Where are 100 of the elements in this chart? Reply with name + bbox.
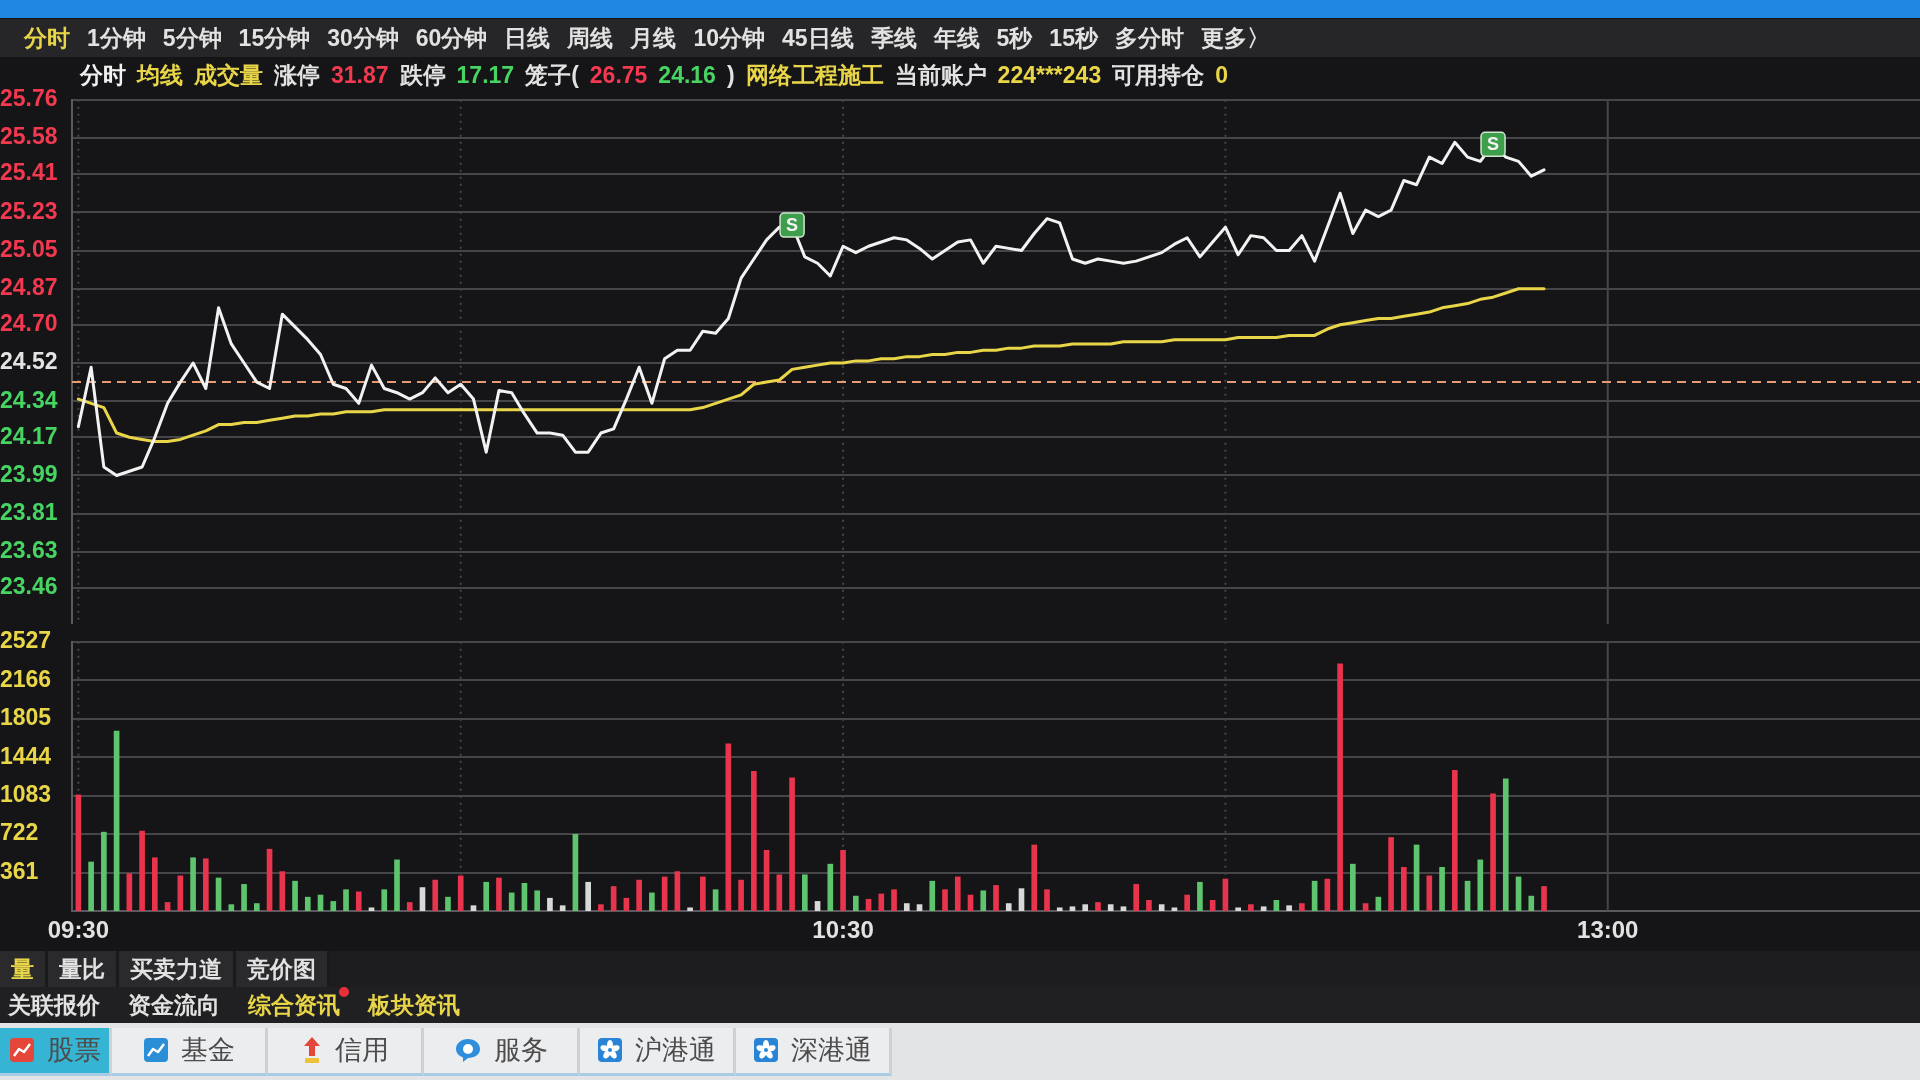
y-tick-label: 25.76 bbox=[0, 85, 58, 112]
text: 5秒 bbox=[996, 23, 1033, 53]
bar bbox=[394, 859, 400, 911]
text: 10分钟 bbox=[693, 23, 765, 53]
bar bbox=[929, 880, 936, 911]
bar bbox=[381, 889, 388, 911]
bar bbox=[993, 885, 999, 911]
text: 30分钟 bbox=[327, 23, 399, 53]
text: 5分钟 bbox=[162, 23, 222, 53]
bar bbox=[1018, 888, 1025, 911]
bar bbox=[700, 876, 706, 911]
y-tick-label: 1444 bbox=[0, 742, 52, 769]
y-tick-label: 24.87 bbox=[0, 274, 58, 301]
bar bbox=[852, 895, 859, 911]
text: 45日线 bbox=[781, 23, 854, 53]
text: 年线 bbox=[933, 23, 980, 53]
bar bbox=[802, 874, 808, 911]
bar bbox=[355, 891, 362, 911]
bar bbox=[483, 881, 490, 911]
text: 当前账户 bbox=[894, 60, 987, 90]
bar bbox=[942, 889, 948, 911]
bar bbox=[496, 877, 502, 911]
y-tick-label: 361 bbox=[0, 857, 39, 884]
bar bbox=[1477, 859, 1484, 911]
bar bbox=[1069, 906, 1076, 911]
bar bbox=[1171, 907, 1178, 911]
text: 基金 bbox=[180, 1034, 235, 1067]
text: 资金流向 bbox=[128, 991, 220, 1018]
text: 可用持仓 bbox=[1112, 60, 1205, 90]
text: 日线 bbox=[504, 23, 551, 53]
bar bbox=[1248, 904, 1254, 911]
bar bbox=[432, 879, 439, 911]
bar bbox=[406, 902, 413, 911]
bar bbox=[1541, 886, 1547, 911]
bar bbox=[712, 889, 719, 911]
bar bbox=[1044, 889, 1050, 911]
y-tick-label: 2527 bbox=[0, 627, 52, 654]
bar bbox=[1426, 875, 1433, 911]
bar bbox=[292, 880, 298, 911]
bar bbox=[980, 890, 987, 911]
text: 31.87 bbox=[331, 61, 389, 89]
bar bbox=[101, 831, 107, 911]
text: 60分钟 bbox=[415, 23, 488, 53]
bar bbox=[368, 907, 375, 911]
text: 量比 bbox=[59, 954, 105, 984]
bar bbox=[891, 889, 897, 911]
y-tick-label: 24.34 bbox=[0, 386, 58, 413]
bar bbox=[1056, 907, 1063, 911]
text: 服务 bbox=[493, 1034, 548, 1067]
y-tick-label: 24.70 bbox=[0, 310, 58, 337]
x-tick-label: 13:00 bbox=[1577, 916, 1639, 944]
text: 沪港通 bbox=[635, 1034, 716, 1067]
text: 周线 bbox=[567, 23, 614, 53]
text: 涨停 bbox=[274, 60, 320, 90]
y-tick-label: 25.41 bbox=[0, 159, 58, 186]
text: 224***243 bbox=[997, 61, 1102, 89]
bar bbox=[903, 903, 910, 911]
bar bbox=[1235, 907, 1241, 911]
bar bbox=[164, 902, 171, 911]
bar bbox=[1362, 903, 1369, 911]
bar bbox=[1490, 793, 1496, 911]
text: 板块资讯 bbox=[368, 991, 460, 1018]
bar bbox=[304, 896, 311, 911]
bar bbox=[1401, 866, 1407, 911]
x-tick-label: 10:30 bbox=[812, 916, 874, 944]
y-tick-label: 25.23 bbox=[0, 197, 58, 224]
bar bbox=[1184, 894, 1190, 911]
bar bbox=[878, 893, 885, 911]
bar bbox=[916, 904, 923, 911]
bar bbox=[751, 771, 757, 911]
text: 分时 bbox=[24, 23, 70, 53]
bar bbox=[547, 897, 553, 911]
bar bbox=[534, 890, 541, 911]
text: 股票 bbox=[46, 1034, 101, 1067]
text: 月线 bbox=[630, 23, 677, 53]
bar bbox=[343, 889, 349, 911]
text: 笼子( bbox=[525, 60, 579, 90]
text: 多分时 bbox=[1114, 23, 1184, 53]
text: 买卖力道 bbox=[130, 954, 222, 984]
bar bbox=[585, 881, 591, 911]
bar bbox=[840, 849, 846, 911]
y-tick-label: 2166 bbox=[0, 665, 52, 692]
bar bbox=[1031, 844, 1038, 911]
bar bbox=[88, 861, 94, 911]
bar bbox=[279, 871, 286, 911]
text: 跌停 bbox=[399, 60, 446, 90]
bar bbox=[1005, 903, 1012, 911]
bar bbox=[559, 905, 566, 911]
text: 网络工程施工 bbox=[745, 60, 884, 90]
text: 信用 bbox=[334, 1034, 389, 1067]
bar bbox=[1451, 770, 1458, 911]
y-tick-label: 722 bbox=[0, 819, 39, 846]
bar bbox=[1146, 900, 1152, 911]
bar bbox=[954, 876, 961, 911]
bar bbox=[1260, 906, 1267, 911]
bar bbox=[649, 892, 655, 911]
bar bbox=[508, 892, 515, 911]
bar bbox=[139, 830, 145, 911]
y-tick-label: 24.17 bbox=[0, 422, 58, 449]
bar bbox=[687, 907, 693, 911]
